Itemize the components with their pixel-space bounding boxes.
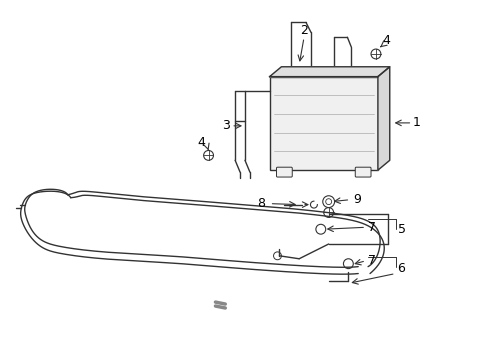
Text: 9: 9 <box>352 193 361 206</box>
Text: 6: 6 <box>397 262 405 275</box>
Polygon shape <box>377 67 389 170</box>
Text: 1: 1 <box>411 116 419 129</box>
Polygon shape <box>269 67 389 77</box>
FancyBboxPatch shape <box>355 167 370 177</box>
Text: 8: 8 <box>256 197 264 210</box>
Text: 4: 4 <box>197 136 205 149</box>
Text: 5: 5 <box>397 223 405 236</box>
Text: 7: 7 <box>367 254 375 267</box>
Text: 3: 3 <box>222 120 230 132</box>
Text: 4: 4 <box>382 34 390 47</box>
Bar <box>269 77 377 170</box>
Text: 7: 7 <box>367 221 375 234</box>
FancyBboxPatch shape <box>276 167 292 177</box>
Text: 2: 2 <box>300 24 307 37</box>
